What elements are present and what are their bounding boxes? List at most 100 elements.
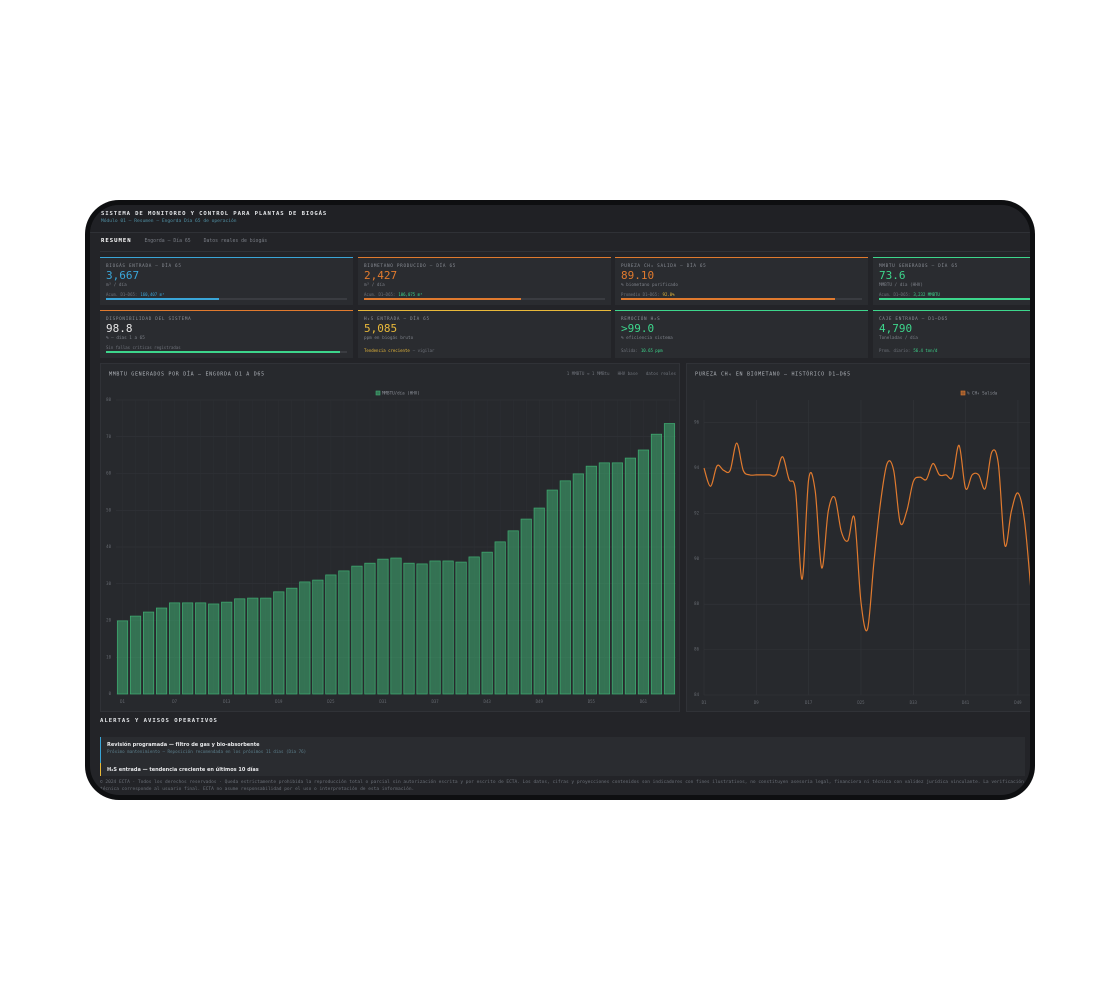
kpi-value: 73.6 <box>879 269 906 282</box>
kpi-value: >99.0 <box>621 322 655 335</box>
x-tick-label: D61 <box>640 699 648 704</box>
kpi-unit: % — días 1 a 65 <box>106 336 145 341</box>
x-tick-label: D49 <box>536 699 544 704</box>
kpi-note-text: Acum. D1–D65: <box>879 292 911 297</box>
kpi-note: Prom. diario: 56.4 ton/d <box>879 348 940 353</box>
bar <box>637 449 650 695</box>
x-tick-label: D19 <box>275 699 283 704</box>
y-tick-label: 88 <box>694 601 699 606</box>
bar <box>312 579 324 695</box>
y-tick-label: 84 <box>694 692 699 697</box>
chart-panel: PUREZA CH₄ EN BIOMETANO — HISTÓRICO D1–D… <box>686 363 1030 712</box>
bar <box>129 615 142 695</box>
alert-title: H₂S entrada — tendencia creciente en últ… <box>107 767 259 773</box>
kpi-note-text: 3,232 MMBTU <box>913 292 940 297</box>
chart-panel: MMBTU GENERADOS POR DÍA — ENGORDA D1 A D… <box>100 363 680 712</box>
bar <box>364 562 376 695</box>
kpi-label: MMBTU GENERADOS — DÍA 65 <box>879 264 958 269</box>
bar <box>416 563 428 695</box>
kpi-unit: m³ / día <box>364 283 385 288</box>
kpi-note-text: 56.4 ton/d <box>913 348 938 353</box>
kpi-unit: m³ / día <box>106 283 127 288</box>
y-tick-label: 10 <box>106 654 111 659</box>
x-tick-label: D9 <box>754 700 759 705</box>
y-tick-label: 90 <box>694 556 699 561</box>
alerts-title: ALERTAS Y AVISOS OPERATIVOS <box>100 718 218 724</box>
kpi-note: Tendencia creciente — vigilar <box>364 348 437 353</box>
kpi-note-text: Prom. diario: <box>879 348 911 353</box>
alert: H₂S entrada — tendencia creciente en últ… <box>100 763 1025 776</box>
x-tick-label: D49 <box>1014 700 1022 705</box>
bar <box>481 551 493 695</box>
kpi-card: CAJE ENTRADA — D1–D65 4,790 Toneladas / dí… <box>873 310 1030 358</box>
x-tick-label: D1 <box>702 700 707 705</box>
kpi-unit: MMBTU / día (HHV) <box>879 283 923 288</box>
kpi-note: Acum. D1–D65: 160,407 m³ <box>106 292 167 297</box>
kpi-card: H₂S ENTRADA — DÍA 65 5,085 ppm en biogás b… <box>358 310 611 358</box>
x-tick-label: D37 <box>431 699 439 704</box>
kpi-label: BIOGÁS ENTRADA — DÍA 65 <box>106 264 182 269</box>
kpi-card: BIOMETANO PRODUCIDO — DÍA 65 2,427 m³ / dí… <box>358 257 611 305</box>
bar <box>546 489 558 695</box>
kpi-value: 4,790 <box>879 322 913 335</box>
kpi-label: PUREZA CH₄ SALIDA — DÍA 65 <box>621 264 707 269</box>
bar <box>598 462 610 695</box>
kpi-value: 5,085 <box>364 322 398 335</box>
bar <box>195 602 207 695</box>
y-tick-label: 86 <box>694 647 699 652</box>
bar <box>572 473 584 695</box>
kpi-note-text: 160,407 m³ <box>140 292 165 297</box>
x-tick-label: D13 <box>223 699 231 704</box>
bar <box>533 507 545 695</box>
tab-bar: RESUMEN Engorda — Día 65 Datos reales de… <box>101 238 277 244</box>
progress-bar <box>364 298 521 300</box>
y-tick-label: 50 <box>106 507 111 512</box>
bar <box>156 607 168 695</box>
tab[interactable]: Engorda — Día 65 <box>144 239 191 244</box>
kpi-value: 3,667 <box>106 269 140 282</box>
tab[interactable]: Datos reales de biogás <box>203 239 268 244</box>
bar <box>663 423 676 695</box>
kpi-note: Acum. D1–D65: 106,075 m³ <box>364 292 425 297</box>
chart-note: HHV base <box>618 371 639 376</box>
progress-bar <box>879 298 1030 300</box>
progress-track <box>621 298 862 300</box>
bar <box>221 601 233 695</box>
kpi-label: H₂S ENTRADA — DÍA 65 <box>364 317 430 322</box>
y-tick-label: 40 <box>106 544 111 549</box>
y-tick-label: 80 <box>106 397 111 402</box>
footer: © 2024 ECTA · Todos los derechos reserva… <box>100 780 1024 792</box>
bar <box>559 480 571 695</box>
kpi-note: Sin fallas críticas registradas <box>106 345 184 350</box>
bar <box>390 557 402 695</box>
app-subtitle: Módulo 01 — Resumen — Engorda Día 65 de … <box>101 219 237 224</box>
bar <box>377 558 389 695</box>
tab[interactable]: RESUMEN <box>101 238 132 244</box>
bar <box>507 530 519 695</box>
alert-title: Revisión programada — filtro de gas y bi… <box>107 742 260 748</box>
bar <box>208 603 220 695</box>
alert-detail: Próximo mantenimiento — Reposición recom… <box>107 749 307 754</box>
bar <box>650 433 663 695</box>
x-tick-label: D25 <box>327 699 335 704</box>
progress-track <box>364 298 605 300</box>
kpi-note: Acum. D1–D65: 3,232 MMBTU <box>879 292 943 297</box>
kpi-card: REMOCIÓN H₂S >99.0% eficiencia sistema Sal… <box>615 310 868 358</box>
bar <box>403 562 415 695</box>
bar <box>299 581 311 695</box>
chart: MMBTU GENERADOS POR DÍA — ENGORDA D1 A D… <box>106 370 676 705</box>
bar <box>182 602 194 695</box>
chart-title: MMBTU GENERADOS POR DÍA — ENGORDA D1 A D… <box>109 370 265 378</box>
kpi-note-text: — vigilar <box>412 348 435 353</box>
kpi-note: Promedio D1–D65: 92.0% <box>621 292 678 297</box>
bar <box>455 561 467 695</box>
kpi-label: DISPONIBILIDAD DEL SISTEMA <box>106 317 192 322</box>
y-tick-label: 20 <box>106 618 111 623</box>
chart: PUREZA CH₄ EN BIOMETANO — HISTÓRICO D1–D… <box>694 371 1030 705</box>
x-tick-label: D1 <box>120 699 125 704</box>
bar <box>338 570 350 695</box>
chart-note: 1 MMBTU ≈ 1 MMBtu <box>567 371 610 376</box>
app-title: SISTEMA DE MONITOREO Y CONTROL PARA PLAN… <box>101 211 328 217</box>
x-tick-label: D7 <box>172 699 177 704</box>
